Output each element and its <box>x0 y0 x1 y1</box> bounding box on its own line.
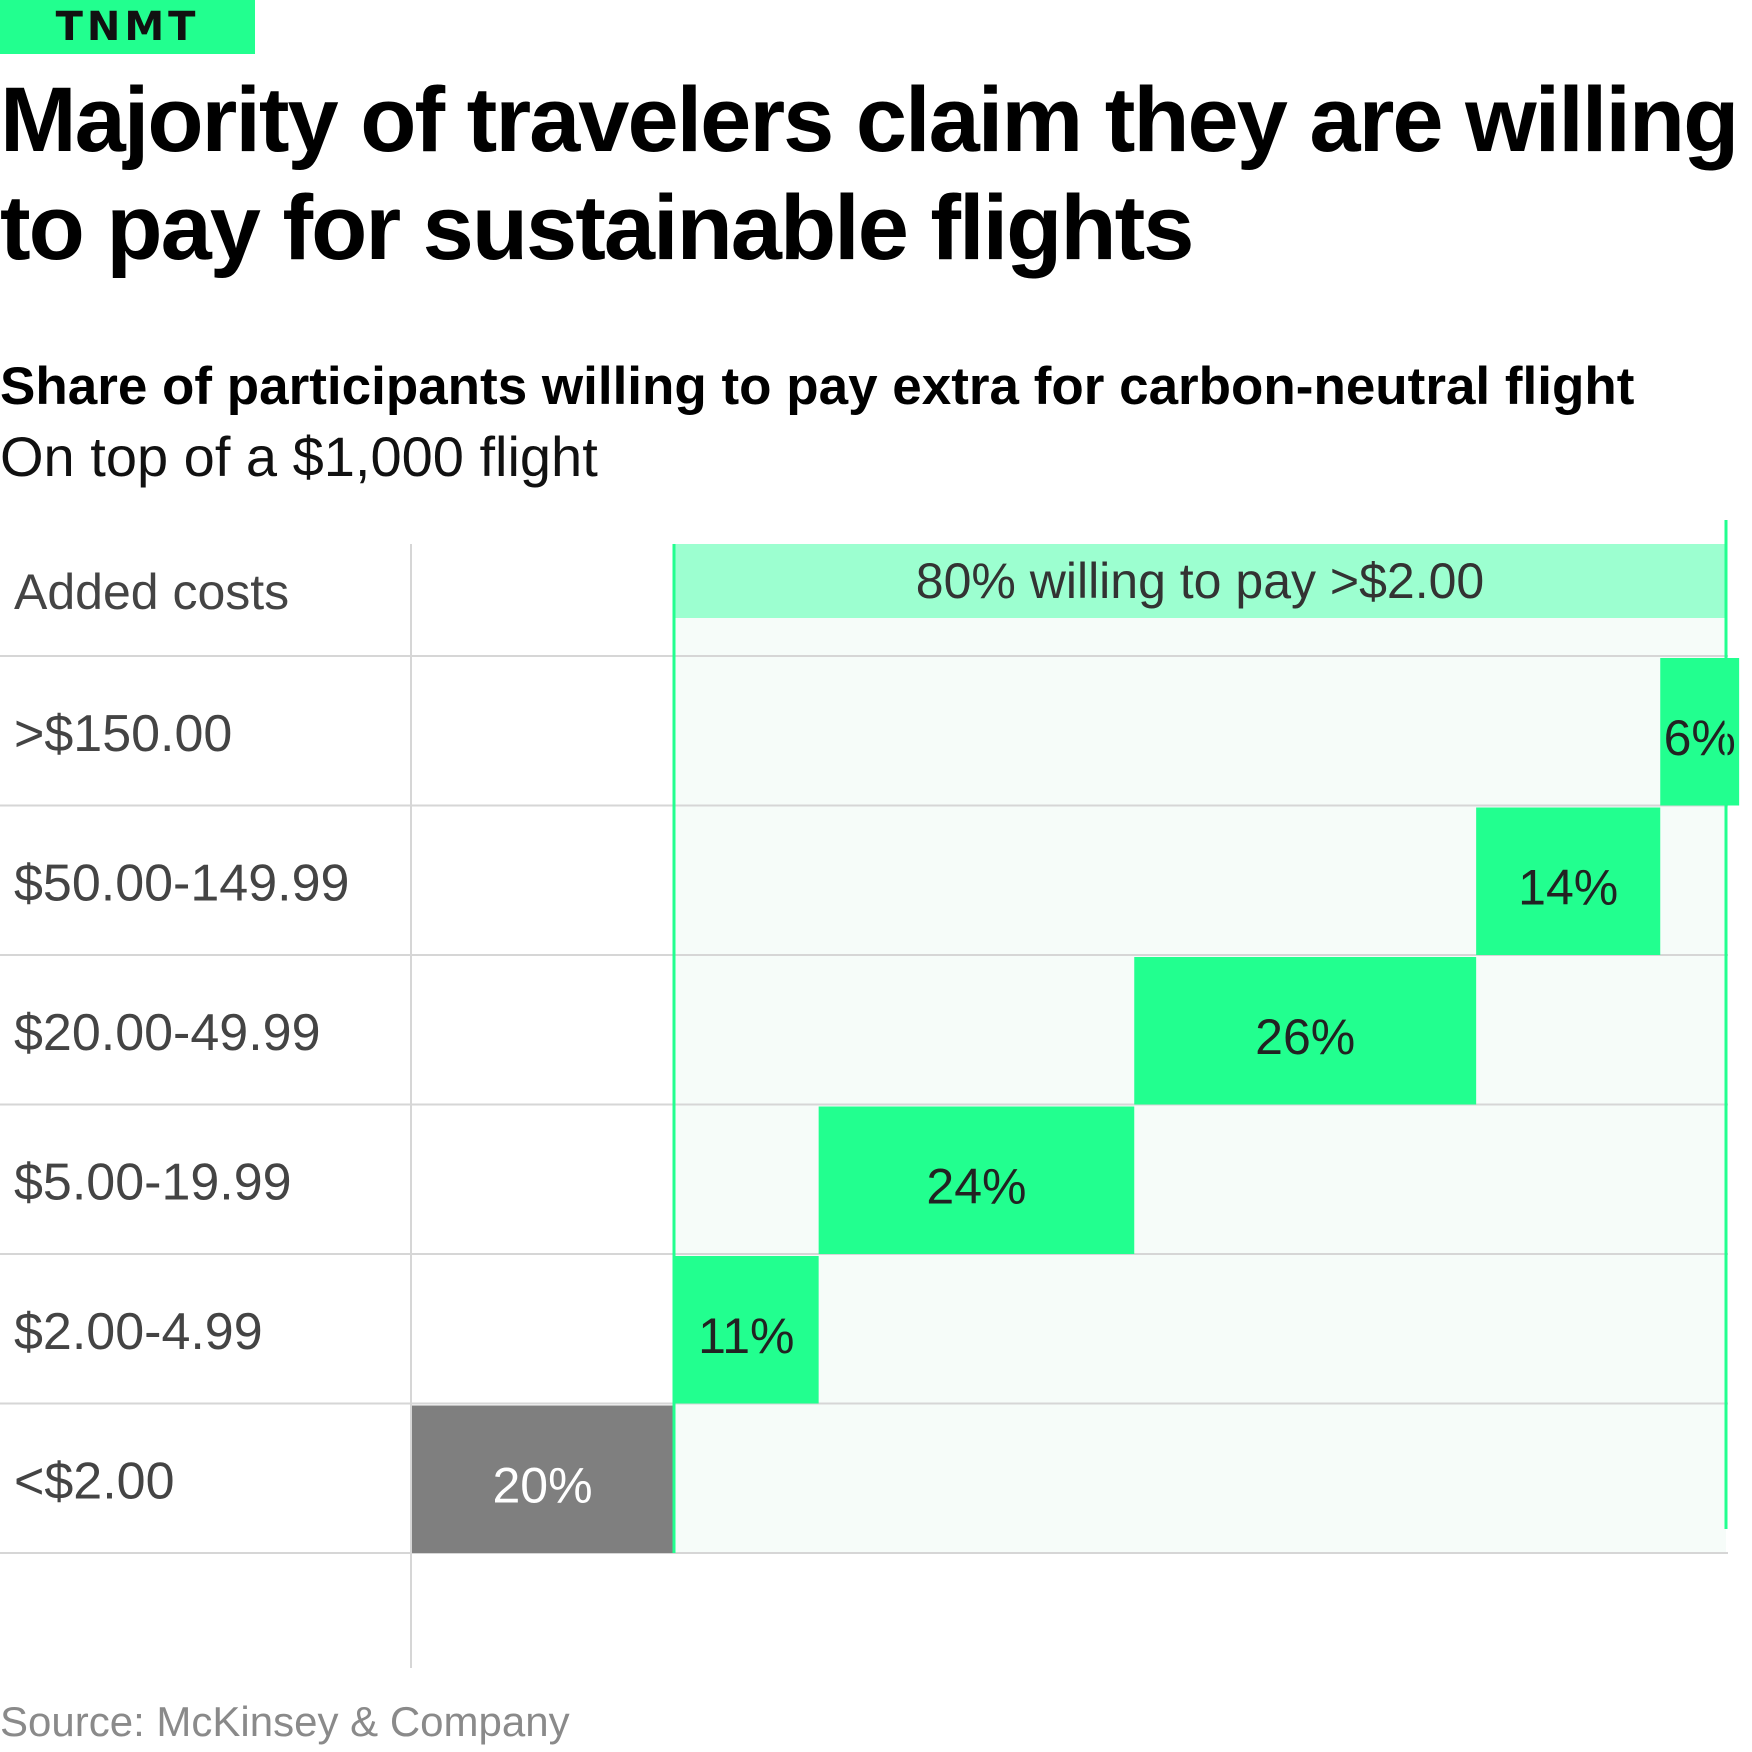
waterfall-chart: 80% willing to pay >$2.00 Added costs <$… <box>0 520 1740 1668</box>
category-label: $5.00-19.99 <box>14 1153 292 1211</box>
bar <box>1476 807 1661 955</box>
category-label: $50.00-149.99 <box>14 854 349 912</box>
category-label: $20.00-49.99 <box>14 1004 321 1062</box>
value-label: 26% <box>1255 1009 1355 1065</box>
category-label: <$2.00 <box>14 1452 175 1510</box>
source-note: Source: McKinsey & Company <box>0 1698 570 1745</box>
value-label: 11% <box>698 1308 794 1364</box>
value-label: 6% <box>1664 710 1736 766</box>
bar <box>818 1106 1135 1254</box>
category-labels: <$2.00 $2.00-4.99 $5.00-19.99 $20.00-49.99 $… <box>14 705 349 1511</box>
annotation-band <box>674 544 1726 618</box>
chart-headline: Majority of travelers claim they are wil… <box>0 69 1739 279</box>
value-label: 20% <box>492 1457 592 1513</box>
chart-title: Share of participants willing to pay ext… <box>0 357 1635 416</box>
value-label: 24% <box>926 1158 1026 1214</box>
annotation-label: 80% willing to pay >$2.00 <box>916 553 1484 609</box>
category-label: >$150.00 <box>14 705 232 763</box>
category-label: $2.00-4.99 <box>14 1303 263 1361</box>
bars <box>411 658 1740 1553</box>
row-header-added-costs: Added costs <box>14 564 289 620</box>
chart-subtitle: On top of a $1,000 flight <box>0 425 598 488</box>
value-labels: 20% 11% 24% 26% 14% 6% <box>492 710 1735 1514</box>
value-label: 14% <box>1518 859 1618 915</box>
bar <box>1134 957 1477 1105</box>
bar <box>411 1405 674 1553</box>
brand-tag: TNMT <box>0 0 255 54</box>
bar <box>674 1256 819 1404</box>
